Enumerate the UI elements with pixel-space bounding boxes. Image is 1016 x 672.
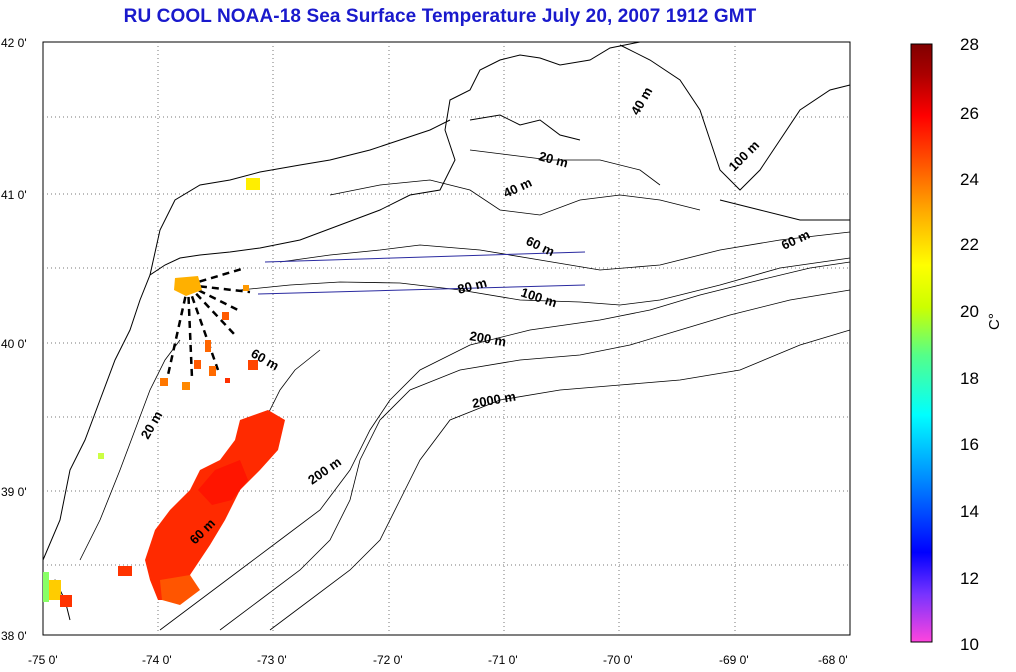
lon-tick-label: -74 0' [142,653,172,667]
contour-label: 80 m [456,275,489,297]
lon-tick-label: -73 0' [257,653,287,667]
lat-tick-label: 40 0' [1,337,27,351]
colorbar-ticks: 28 26 24 22 20 18 16 14 12 10 [960,35,979,654]
map-title: RU COOL NOAA-18 Sea Surface Temperature … [123,6,757,27]
grid-lines [43,42,850,635]
lon-tick-label: -70 0' [603,653,633,667]
colorbar-tick-label: 28 [960,35,979,54]
lat-tick-label: 38 0' [1,629,27,643]
colorbar-tick-label: 20 [960,302,979,321]
colorbar-unit-label: C° [986,313,1003,330]
sst-data [43,178,285,607]
colorbar-tick-label: 10 [960,635,979,654]
lat-tick-label: 41 0' [1,188,27,202]
lon-tick-label: -68 0' [818,653,848,667]
colorbar-tick-label: 12 [960,569,979,588]
latitude-axis: 42 0' 41 0' 40 0' 39 0' 38 0' [1,36,27,643]
shipping-lanes [257,251,586,295]
lat-tick-label: 39 0' [1,485,27,499]
colorbar-tick-label: 14 [960,502,979,521]
colorbar-tick-label: 16 [960,435,979,454]
colorbar [910,43,933,643]
lon-tick-label: -72 0' [373,653,403,667]
contour-label: 20 m [537,148,570,170]
dashed-transects [166,266,251,379]
coastline [42,41,851,621]
colorbar-tick-label: 24 [960,170,979,189]
lon-tick-label: -69 0' [719,653,749,667]
colorbar-tick-label: 22 [960,235,979,254]
lat-tick-label: 42 0' [1,36,27,50]
contour-label: 200 m [468,328,507,349]
colorbar-tick-label: 26 [960,104,979,123]
longitude-axis: -75 0' -74 0' -73 0' -72 0' -71 0' -70 0… [28,653,848,667]
lon-tick-label: -75 0' [28,653,58,667]
lon-tick-label: -71 0' [488,653,518,667]
colorbar-tick-label: 18 [960,369,979,388]
